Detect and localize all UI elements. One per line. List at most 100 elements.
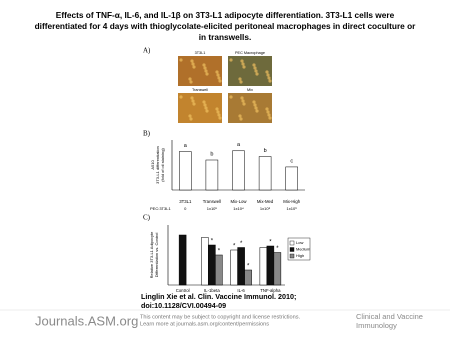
cell-dot <box>216 110 220 114</box>
cell-dot <box>239 80 243 84</box>
cell-dot <box>218 116 222 120</box>
significance-mark: * <box>218 249 221 255</box>
y-axis-label: A510 <box>150 160 155 170</box>
cell-dot <box>254 69 258 73</box>
cell-dot <box>266 73 270 77</box>
x-tick-label: Control <box>176 288 190 293</box>
cell-dot <box>252 100 256 104</box>
cell-dot <box>215 70 219 74</box>
bar <box>259 247 268 286</box>
micrograph <box>228 56 272 86</box>
title-line: differentiated for 4 days with thioglyco… <box>35 21 417 31</box>
citation-line: Linglin Xie et al. Clin. Vaccine Immunol… <box>141 292 296 301</box>
cell-dot <box>192 65 196 69</box>
y-axis-label: Relative 3T3-L1 Adipocyte <box>149 231 154 278</box>
bar <box>178 234 187 286</box>
cell-dot <box>242 65 246 69</box>
cell-dot <box>217 76 221 80</box>
panel-label: C) <box>143 214 151 222</box>
legend-label: Medium <box>296 247 311 252</box>
panel-label: B) <box>143 130 151 138</box>
x-tick-label: TNF-alpha <box>260 288 281 293</box>
cell-dot <box>190 59 194 63</box>
bar-letter: b <box>210 151 213 157</box>
cell-dot <box>266 110 270 114</box>
bar <box>258 156 272 191</box>
micrograph-caption: PEC Macrophage <box>235 51 265 55</box>
row-value: 1x10⁵ <box>260 206 271 211</box>
cell-dot <box>205 72 209 76</box>
row-label: PEC:3T3L1 <box>150 206 171 211</box>
cell-dot <box>229 58 233 62</box>
x-tick-label: IL-6 <box>237 288 245 293</box>
x-tick-label: IL-1beta <box>204 288 220 293</box>
significance-mark: * <box>269 240 272 246</box>
row-value: 1x10⁴ <box>233 206 244 211</box>
cell-dot <box>267 113 271 117</box>
micrograph-caption: Mix <box>247 88 253 92</box>
bar <box>273 252 282 286</box>
micrograph <box>178 93 222 123</box>
row-value: 1x10⁵ <box>207 206 218 211</box>
y-axis-label: Differentiation vs. Control <box>154 232 159 277</box>
significance-mark: * <box>233 244 236 250</box>
cell-dot <box>267 76 271 80</box>
cell-dot <box>255 72 259 76</box>
footer-notice: Learn more at journals.asm.org/content/p… <box>140 321 269 327</box>
y-axis-label: 3T3-L1 differentiation <box>155 146 160 184</box>
cell-dot <box>229 95 233 99</box>
bar-letter: c <box>290 158 293 164</box>
x-tick-label: Mix-High <box>283 199 301 204</box>
significance-mark: * <box>211 239 214 245</box>
cell-dot <box>240 59 244 63</box>
cell-dot <box>253 103 257 107</box>
title-line: Effects of TNF-α, IL-6, and IL-1β on 3T3… <box>56 10 395 20</box>
cell-dot <box>202 63 206 67</box>
bar <box>244 269 252 286</box>
cell-dot <box>205 109 209 113</box>
row-value: 1x10⁶ <box>287 206 298 211</box>
bar-letter: a <box>237 142 241 148</box>
significance-mark: * <box>240 241 243 247</box>
cell-dot <box>238 114 242 118</box>
bar-letter: a <box>184 143 188 149</box>
cell-dot <box>203 66 207 70</box>
cell-dot <box>204 69 208 73</box>
cell-dot <box>252 63 256 67</box>
bar <box>232 150 245 191</box>
cell-dot <box>239 117 243 121</box>
title-line: in transwells. <box>199 32 252 42</box>
bar <box>266 245 275 286</box>
row-value: 0 <box>184 206 187 211</box>
bar <box>215 254 223 286</box>
bar <box>230 249 238 286</box>
cell-dot <box>179 58 183 62</box>
bar <box>179 151 192 191</box>
cell-dot <box>255 109 259 113</box>
significance-mark: * <box>276 246 279 252</box>
x-tick-label: Transwell <box>203 199 221 204</box>
cell-dot <box>191 62 195 66</box>
cell-dot <box>253 66 257 70</box>
cell-dot <box>217 113 221 117</box>
cell-dot <box>204 106 208 110</box>
cell-dot <box>188 77 192 81</box>
panel-label: A) <box>143 47 151 55</box>
cell-dot <box>191 99 195 103</box>
bar <box>285 166 298 191</box>
cell-dot <box>179 95 183 99</box>
journal-name: Clinical and Vaccine <box>356 312 423 321</box>
cell-dot <box>202 100 206 104</box>
legend-swatch <box>289 247 295 252</box>
x-tick-label: 3T3L1 <box>179 199 192 204</box>
bar <box>237 247 245 286</box>
cell-dot <box>238 77 242 81</box>
cell-dot <box>188 114 192 118</box>
bar-letter: b <box>264 148 267 154</box>
cell-dot <box>265 107 269 111</box>
cell-dot <box>215 107 219 111</box>
cell-dot <box>268 116 272 120</box>
cell-dot <box>265 70 269 74</box>
